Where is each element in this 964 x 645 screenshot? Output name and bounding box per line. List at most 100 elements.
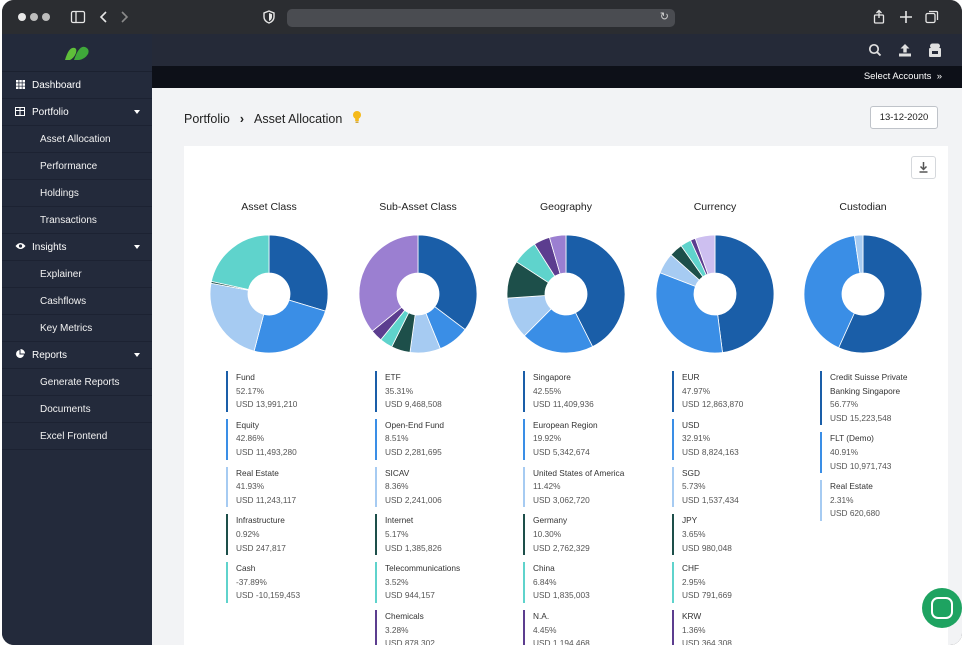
donut-slice[interactable] — [359, 235, 419, 332]
download-button[interactable] — [911, 156, 936, 179]
donut-slice[interactable] — [268, 235, 328, 312]
new-tab-icon[interactable] — [898, 9, 914, 25]
legend-item[interactable]: CHF 2.95% USD 791,669 — [672, 562, 790, 603]
sidebar-item-excel-frontend[interactable]: Excel Frontend — [2, 423, 152, 450]
donut-slice[interactable] — [694, 235, 716, 275]
app-topbar — [152, 34, 962, 66]
app-logo-icon — [65, 46, 89, 60]
legend-item[interactable]: JPY 3.65% USD 980,048 — [672, 514, 790, 556]
legend-item[interactable]: Fund 52.17% USD 13,991,210 — [226, 371, 344, 412]
sidebar-item-generate-reports[interactable]: Generate Reports — [2, 369, 152, 396]
sidebar-item-insights[interactable]: Insights — [2, 234, 152, 261]
legend-pct: 6.84% — [533, 576, 557, 587]
donut-chart[interactable] — [804, 235, 922, 353]
sidebar-item-holdings[interactable]: Holdings — [2, 180, 152, 207]
donut-slice[interactable] — [548, 235, 567, 275]
legend-item[interactable]: Infrastructure 0.92% USD 247,817 — [226, 514, 344, 556]
sidebar-toggle-icon[interactable] — [70, 9, 86, 25]
shield-icon — [261, 9, 277, 25]
donut-chart[interactable] — [210, 235, 328, 353]
tabs-overview-icon[interactable] — [924, 9, 940, 25]
donut-slice[interactable] — [523, 308, 594, 353]
sidebar-item-cashflows[interactable]: Cashflows — [2, 288, 152, 315]
sidebar-item-transactions[interactable]: Transactions — [2, 207, 152, 234]
legend-item[interactable]: Credit Suisse Private Banking Singapore 5… — [820, 371, 938, 426]
share-icon[interactable] — [871, 9, 887, 25]
legend: Fund 52.17% USD 13,991,210 Equity 42.86% USD … — [226, 371, 344, 610]
user-badge-icon[interactable] — [927, 42, 943, 58]
donut-slice[interactable] — [804, 235, 861, 349]
legend-item[interactable]: United States of America 11.42% USD 3,062,… — [523, 466, 641, 508]
lightbulb-icon[interactable] — [352, 110, 362, 127]
legend-item[interactable]: Equity 42.86% USD 11,493,280 — [226, 418, 344, 460]
legend-name: Open-End Fund — [385, 419, 445, 430]
sidebar-item-key-metrics[interactable]: Key Metrics — [2, 315, 152, 342]
sidebar-item-portfolio[interactable]: Portfolio — [2, 99, 152, 126]
donut-slice[interactable] — [838, 235, 922, 353]
legend-item[interactable]: Cash -37.89% USD -10,159,453 — [226, 562, 344, 603]
legend-item[interactable]: EUR 47.97% USD 12,863,870 — [672, 371, 790, 412]
legend-item[interactable]: European Region 19.92% USD 5,342,674 — [523, 418, 641, 460]
legend-item[interactable]: Real Estate 2.31% USD 620,680 — [820, 480, 938, 521]
legend-color-bar — [226, 514, 228, 556]
window-controls[interactable] — [18, 13, 50, 21]
donut-slice[interactable] — [656, 272, 723, 353]
legend-usd: USD 1,194,468 — [533, 638, 590, 645]
sidebar-item-documents[interactable]: Documents — [2, 396, 152, 423]
legend-item[interactable]: Open-End Fund 8.51% USD 2,281,695 — [375, 418, 493, 460]
legend-item[interactable]: Chemicals 3.28% USD 878,302 — [375, 609, 493, 645]
sidebar-item-asset-allocation[interactable]: Asset Allocation — [2, 126, 152, 153]
legend-item[interactable]: Singapore 42.55% USD 11,409,936 — [523, 371, 641, 412]
donut-slice[interactable] — [417, 235, 477, 331]
legend-pct: 1.36% — [682, 624, 706, 635]
back-icon[interactable] — [96, 9, 112, 25]
legend-item[interactable]: Telecommunications 3.52% USD 944,157 — [375, 562, 493, 603]
legend-item[interactable]: FLT (Demo) 40.91% USD 10,971,743 — [820, 432, 938, 474]
date-picker[interactable]: 13-12-2020 — [870, 106, 938, 129]
close-dot[interactable] — [18, 13, 26, 21]
donut-slice[interactable] — [854, 235, 864, 274]
legend-color-bar — [672, 562, 674, 603]
caret-down-icon[interactable] — [134, 245, 140, 249]
logo[interactable] — [2, 34, 152, 72]
legend-item[interactable]: SICAV 8.36% USD 2,241,006 — [375, 466, 493, 508]
breadcrumb-root[interactable]: Portfolio — [184, 111, 230, 126]
sidebar-item-performance[interactable]: Performance — [2, 153, 152, 180]
legend-item[interactable]: SGD 5.73% USD 1,537,434 — [672, 466, 790, 508]
column-title: Currency — [693, 201, 737, 213]
caret-down-icon[interactable] — [134, 353, 140, 357]
donut-slice[interactable] — [253, 299, 326, 353]
reload-icon[interactable]: ↻ — [659, 11, 669, 23]
sidebar-item-explainer[interactable]: Explainer — [2, 261, 152, 288]
sidebar-item-reports[interactable]: Reports — [2, 342, 152, 369]
legend-name: Equity — [236, 419, 260, 430]
search-icon[interactable] — [867, 42, 883, 58]
sidebar-nav: Dashboard Portfolio Asset Allocation Perfor… — [2, 72, 152, 450]
legend-item[interactable]: ETF 35.31% USD 9,468,508 — [375, 371, 493, 412]
maximize-dot[interactable] — [42, 13, 50, 21]
caret-down-icon[interactable] — [134, 110, 140, 114]
donut-slice[interactable] — [565, 235, 625, 348]
sidebar-item-dashboard[interactable]: Dashboard — [2, 72, 152, 99]
legend-item[interactable]: USD 32.91% USD 8,824,163 — [672, 418, 790, 460]
legend-item[interactable]: Real Estate 41.93% USD 11,243,117 — [226, 466, 344, 508]
chevron-right-icon: › — [239, 111, 245, 126]
legend-item[interactable]: Germany 10.30% USD 2,762,329 — [523, 514, 641, 556]
legend-item[interactable]: KRW 1.36% USD 364,308 — [672, 609, 790, 645]
url-bar[interactable]: ↻ — [287, 9, 675, 27]
donut-chart[interactable] — [507, 235, 625, 353]
select-accounts-dropdown[interactable]: Select Accounts » — [864, 71, 942, 82]
legend-pct: 19.92% — [533, 433, 562, 444]
forward-icon[interactable] — [116, 9, 132, 25]
donut-chart[interactable] — [656, 235, 774, 353]
minimize-dot[interactable] — [30, 13, 38, 21]
donut-slice[interactable] — [210, 282, 265, 352]
legend-item[interactable]: N.A. 4.45% USD 1,194,468 — [523, 609, 641, 645]
donut-chart[interactable] — [359, 235, 477, 353]
legend-item[interactable]: Internet 5.17% USD 1,385,826 — [375, 514, 493, 556]
chat-launcher-button[interactable] — [922, 588, 962, 628]
upload-icon[interactable] — [897, 42, 913, 58]
legend-item[interactable]: China 6.84% USD 1,835,003 — [523, 562, 641, 603]
donut-slice[interactable] — [210, 235, 270, 290]
donut-slice[interactable] — [714, 235, 774, 353]
